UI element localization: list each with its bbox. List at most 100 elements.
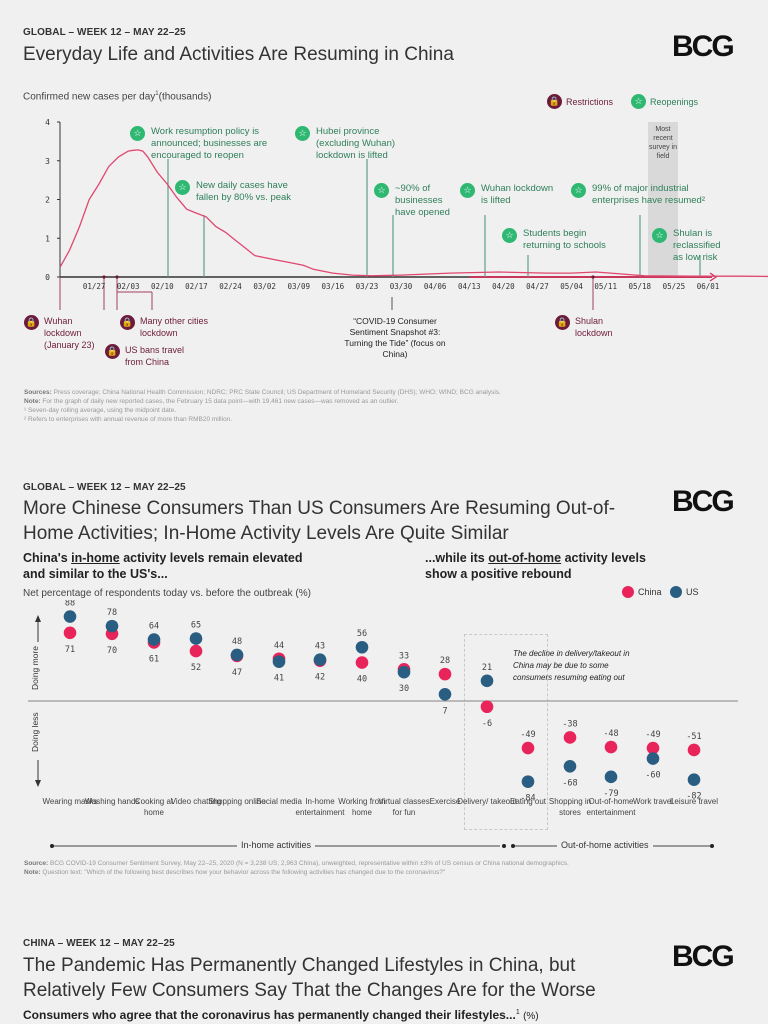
annotation-text: Shulan is reclassified as low risk (673, 228, 721, 263)
slide2-title-line1: More Chinese Consumers Than US Consumers… (23, 498, 616, 519)
annotation-text: Hubei province (excluding Wuhan) lockdow… (316, 126, 396, 161)
category-label: Virtual classes for fun (378, 797, 430, 817)
annotation-text: Wuhan lockdown is lifted (481, 183, 554, 206)
x-tick-label: 03/30 (390, 282, 413, 291)
annotation-shulan-low-risk: ☆ Shulan is reclassified as low risk (652, 228, 723, 264)
doing-more-text: Doing more (30, 646, 40, 690)
annotation-hubei: ☆ Hubei province (excluding Wuhan) lockd… (295, 126, 396, 162)
delivery-annotation: The decline in delivery/takeout in China… (513, 649, 630, 682)
star-icon: ☆ (502, 228, 517, 243)
group-in-home-label: In-home activities (237, 840, 316, 850)
source-label: Source: (24, 860, 49, 867)
legend-us: US (670, 586, 699, 598)
category-label: Shopping online (208, 797, 266, 806)
cases-line (59, 149, 768, 278)
china-dot (189, 644, 203, 658)
value-label-bottom: 42 (315, 673, 325, 683)
x-tick-label: 01/27 (83, 282, 106, 291)
value-label-bottom: -82 (686, 792, 701, 802)
category-label: Exercise (429, 797, 461, 806)
restriction-dot (102, 275, 106, 279)
category-label: Video chatting (170, 797, 222, 806)
annotation-wuhan-lifted: ☆ Wuhan lockdown is lifted (460, 183, 561, 207)
right-sub-a: ...while its (425, 551, 489, 565)
value-label-top: 33 (399, 651, 409, 661)
annotation-text: New daily cases have fallen by 80% vs. p… (196, 180, 292, 203)
chart1-subtitle: Confirmed new cases per day1(thousands) (23, 91, 211, 102)
lock-icon: 🔒 (120, 315, 135, 330)
us-dot (397, 665, 411, 679)
slide3-subtitle-sup: 1 (515, 1009, 520, 1016)
us-dot (313, 653, 327, 667)
slide3-title: The Pandemic Has Permanently Changed Lif… (23, 953, 596, 1003)
us-dot (521, 775, 535, 788)
right-subheading: ...while its out-of-home activity levels… (425, 550, 646, 582)
note-text: For the graph of daily new reported case… (42, 398, 399, 405)
us-dot (230, 648, 244, 662)
right-sub-underline: out-of-home (488, 551, 562, 565)
legend-restrictions-label: Restrictions (566, 96, 614, 107)
annotation-text: Students begin returning to schools (523, 228, 606, 251)
annotation-other-cities: 🔒 Many other cities lockdown (120, 315, 210, 339)
us-dot (147, 633, 161, 646)
left-sub-b: activity levels remain elevated (119, 551, 303, 565)
x-tick-label: 04/20 (492, 282, 515, 291)
us-dot (438, 687, 452, 701)
source-text: BCG COVID-19 Consumer Sentiment Survey, … (50, 860, 569, 867)
star-icon: ☆ (631, 94, 646, 109)
slide3-title-line1: The Pandemic Has Permanently Changed Lif… (23, 955, 576, 976)
us-dot (687, 773, 701, 787)
value-label-top: -49 (645, 730, 660, 740)
chart1-subtitle-unit: (thousands) (158, 91, 212, 103)
slide3-kicker: CHINA – WEEK 12 – MAY 22–25 (23, 938, 175, 949)
category-label: Work travel (632, 797, 674, 806)
bracket-end (50, 844, 54, 848)
x-tick-label: 03/23 (356, 282, 379, 291)
category-label: In-home entertainment (295, 797, 345, 817)
value-label-bottom: 71 (65, 645, 75, 655)
us-dot (480, 674, 494, 688)
category-label: Shopping in stores (548, 797, 592, 817)
bracket-end (502, 844, 506, 848)
annotation-businesses-opened: ☆ ~90% of businesses have opened (374, 183, 450, 219)
annotation-text: Wuhan lockdown (January 23) (44, 316, 95, 350)
value-label-bottom: 40 (357, 675, 367, 685)
value-label-top: 88 (65, 600, 75, 609)
slide3-title-line2: Relatively Few Consumers Say That the Ch… (23, 980, 596, 1001)
us-dot (355, 640, 369, 654)
china-dot (687, 743, 701, 757)
slide3-subtitle: Consumers who agree that the coronavirus… (23, 1008, 539, 1022)
value-label-top: 28 (440, 656, 450, 666)
legend-china-label: China (638, 587, 662, 597)
left-sub-a: China's (23, 551, 72, 565)
value-label-bottom: 61 (149, 654, 159, 664)
slide3-subtitle-text: Consumers who agree that the coronavirus… (23, 1008, 516, 1022)
value-label-bottom: 41 (274, 674, 284, 684)
y-tick-label: 0 (45, 273, 50, 282)
y-tick-label: 3 (45, 157, 50, 166)
value-label-bottom: 47 (232, 668, 242, 678)
us-dot (272, 655, 286, 668)
value-label-top: 56 (357, 629, 367, 639)
restriction-dot (591, 275, 595, 279)
x-tick-label: 03/02 (253, 282, 276, 291)
x-tick-label: 02/10 (151, 282, 174, 291)
lock-icon: 🔒 (555, 315, 570, 330)
category-label: Wearing masks (42, 797, 98, 806)
annotation-wuhan-lockdown: 🔒 Wuhan lockdown (January 23) (24, 315, 104, 351)
x-tick-label: 04/27 (526, 282, 549, 291)
value-label-top: 44 (274, 641, 284, 651)
china-dot (438, 667, 452, 681)
value-label-top: 43 (315, 642, 325, 652)
china-dot-icon (622, 586, 634, 598)
x-axis-arrow (709, 272, 718, 282)
x-tick-label: 04/06 (424, 282, 447, 291)
right-sub-c: show a positive rebound (425, 567, 572, 581)
legend-us-label: US (686, 587, 699, 597)
category-label: Social media (256, 797, 302, 806)
value-label-bottom: -84 (520, 794, 535, 804)
x-tick-label: 02/24 (219, 282, 242, 291)
category-label: Leisure travel (669, 797, 719, 806)
annotation-work-resumption: ☆ Work resumption policy is announced; b… (130, 126, 271, 162)
value-label-bottom: -6 (482, 719, 492, 729)
